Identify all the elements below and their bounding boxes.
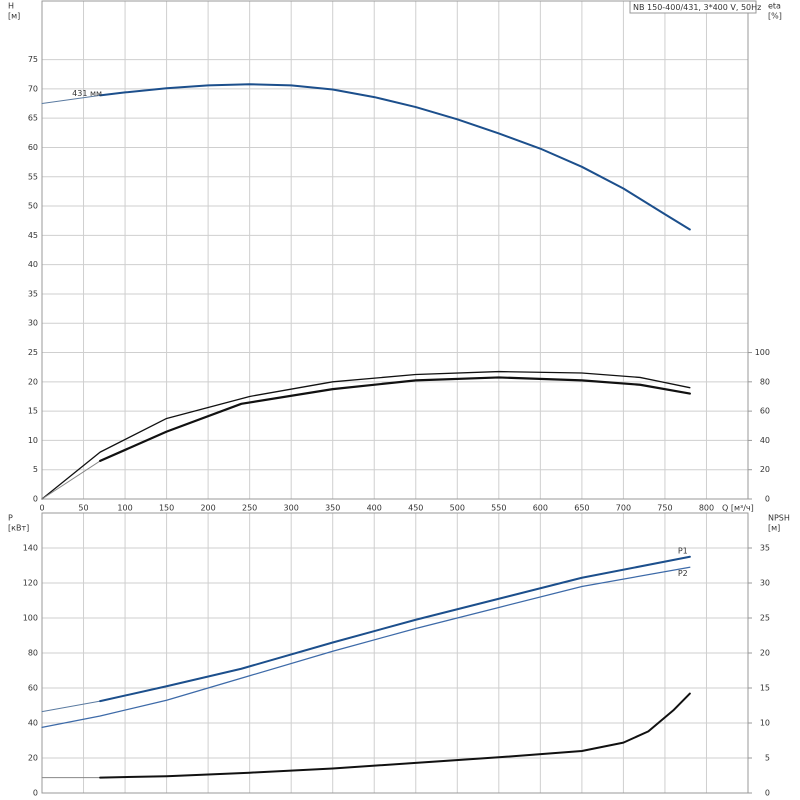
- y-tick-label: 0: [33, 495, 38, 504]
- x-tick-label: 350: [325, 504, 340, 513]
- y-tick-label: 20: [28, 377, 38, 386]
- y-tick-label: 100: [23, 614, 38, 623]
- y2-tick-label: 0: [765, 495, 770, 504]
- x-tick-label: 300: [284, 504, 299, 513]
- y2-tick-label: 20: [760, 649, 770, 658]
- x-tick-label: 600: [533, 504, 548, 513]
- y2-tick-label: 20: [760, 465, 770, 474]
- y2-tick-label: 40: [760, 436, 770, 445]
- y2-tick-label: 0: [765, 789, 770, 798]
- series-line: [41, 700, 101, 713]
- x-tick-label: 800: [699, 504, 714, 513]
- y2-tick-label: 30: [760, 579, 770, 588]
- x-tick-label: 150: [159, 504, 174, 513]
- y2-axis-label: eta: [768, 2, 781, 11]
- series-line: [99, 555, 691, 703]
- y-tick-label: 60: [28, 143, 38, 152]
- y2-tick-label: 100: [755, 348, 770, 357]
- y-tick-label: 50: [28, 202, 38, 211]
- x-tick-label: 500: [450, 504, 465, 513]
- series-label: P2: [678, 569, 688, 578]
- series-line: [99, 376, 691, 463]
- title-box: [629, 0, 757, 14]
- series-line: [41, 566, 691, 728]
- x-tick-label: 100: [117, 504, 132, 513]
- x-tick-label: 550: [491, 504, 506, 513]
- y-tick-label: 40: [28, 260, 38, 269]
- y-tick-label: 15: [28, 407, 38, 416]
- y-tick-label: 30: [28, 319, 38, 328]
- series-label: 431 мм: [72, 89, 102, 98]
- series-line: [41, 94, 101, 105]
- x-tick-label: 250: [242, 504, 257, 513]
- y-tick-label: 40: [28, 719, 38, 728]
- series-line: [99, 83, 691, 231]
- x-tick-label: 400: [367, 504, 382, 513]
- y2-tick-label: 35: [760, 544, 770, 553]
- x-tick-label: 450: [408, 504, 423, 513]
- x-tick-label: 0: [39, 504, 44, 513]
- x-tick-label: 700: [616, 504, 631, 513]
- y-tick-label: 140: [23, 544, 38, 553]
- y2-tick-label: 80: [760, 377, 770, 386]
- series-line: [41, 370, 691, 500]
- y-tick-label: 80: [28, 649, 38, 658]
- y-tick-label: 75: [28, 55, 38, 64]
- y2-tick-label: 25: [760, 614, 770, 623]
- y2-tick-label: 10: [760, 719, 770, 728]
- chart-title: NB 150-400/431, 3*400 V, 50Hz: [633, 3, 761, 12]
- y-axis-label: P: [8, 514, 13, 523]
- y-tick-label: 5: [33, 465, 38, 474]
- y-tick-label: 25: [28, 348, 38, 357]
- x-tick-label: 650: [574, 504, 589, 513]
- y-tick-label: 45: [28, 231, 38, 240]
- y-axis-unit: [кВт]: [8, 524, 29, 533]
- series-line: [99, 692, 691, 779]
- series-line: [41, 460, 101, 500]
- y2-axis-unit: [%]: [768, 12, 782, 21]
- y-tick-label: 120: [23, 579, 38, 588]
- plot-frame: [41, 0, 749, 500]
- plot-frame: [41, 512, 749, 794]
- x-axis-label: Q [м³/ч]: [722, 504, 754, 513]
- y2-axis-unit: [м]: [768, 524, 780, 533]
- x-tick-label: 50: [78, 504, 88, 513]
- y2-tick-label: 15: [760, 684, 770, 693]
- y-axis-unit: [м]: [8, 12, 20, 21]
- y2-tick-label: 60: [760, 407, 770, 416]
- series-label: P1: [678, 546, 688, 555]
- y2-tick-label: 5: [765, 754, 770, 763]
- y-tick-label: 10: [28, 436, 38, 445]
- y-tick-label: 55: [28, 172, 38, 181]
- y-tick-label: 20: [28, 754, 38, 763]
- x-tick-label: 200: [200, 504, 215, 513]
- y-tick-label: 70: [28, 84, 38, 93]
- x-tick-label: 750: [657, 504, 672, 513]
- y-tick-label: 65: [28, 114, 38, 123]
- y-tick-label: 60: [28, 684, 38, 693]
- y-axis-label: H: [8, 2, 14, 11]
- y-tick-label: 0: [33, 789, 38, 798]
- y2-axis-label: NPSH: [768, 514, 790, 523]
- y-tick-label: 35: [28, 289, 38, 298]
